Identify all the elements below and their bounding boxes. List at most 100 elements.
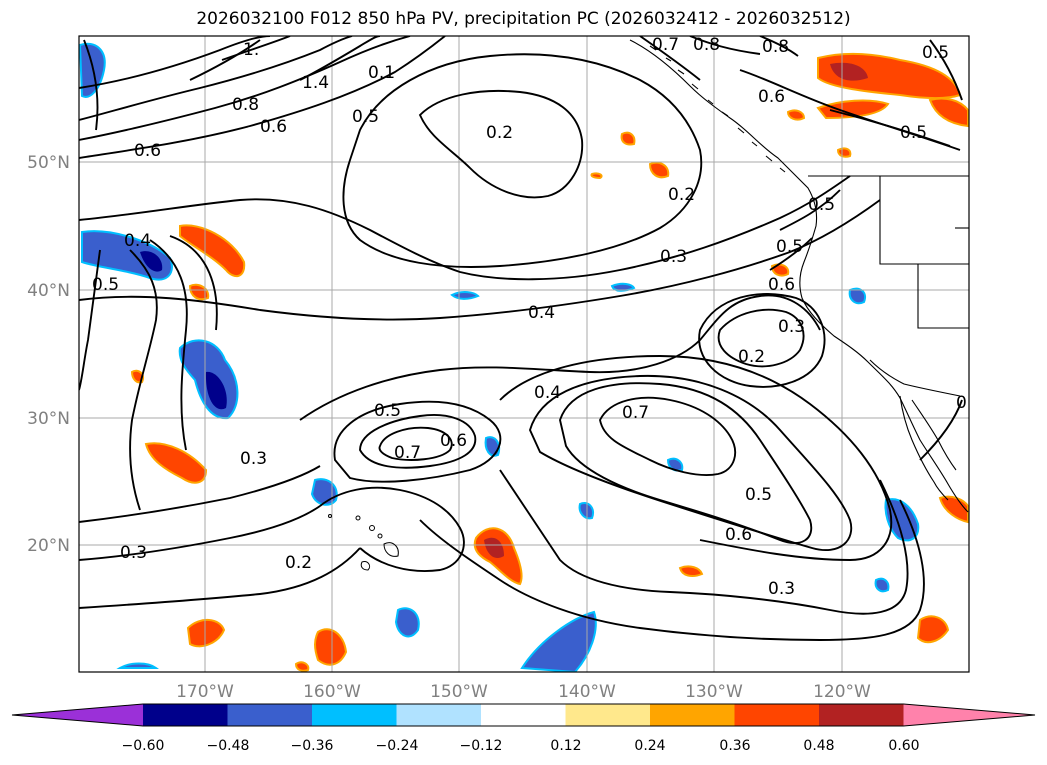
north-america-coast	[629, 39, 969, 513]
contour-0.5-inner	[333, 400, 502, 483]
contour-label: 0.7	[622, 403, 649, 423]
precip-pos-area	[916, 615, 950, 644]
contour-0.6-inner	[359, 414, 477, 469]
precip-neg-area	[394, 607, 420, 638]
lat-labels: 50°N 40°N 30°N 20°N	[27, 153, 70, 556]
contour-0.3-large	[342, 53, 703, 268]
contour-label: 0.4	[124, 231, 151, 251]
colorbar-ticks: −0.60 −0.48 −0.36 −0.24 −0.12 0.12 0.24 …	[122, 738, 920, 754]
colorbar-segment	[819, 704, 904, 726]
map-panel	[79, 36, 969, 672]
precip-neg-core	[205, 371, 227, 410]
lon-label: 130°W	[685, 682, 743, 702]
precip-pos-area	[786, 109, 806, 121]
precip-pos-area	[186, 619, 226, 648]
contour-0.4-west	[129, 249, 158, 511]
contour-0.3-loop-east	[698, 293, 826, 388]
contour-label: 0.2	[738, 347, 765, 367]
contour-label: 1.4	[302, 73, 329, 93]
contour-label: 0.8	[232, 95, 259, 115]
precip-neg-area	[666, 457, 684, 472]
map-frame	[78, 35, 970, 673]
precip-pos-area	[314, 628, 348, 666]
precip-neg-core	[140, 251, 163, 272]
contour-label: 0.5	[808, 195, 835, 215]
precip-pos-area	[836, 147, 852, 158]
precip-pos-area	[928, 97, 969, 128]
contour-label: 0.5	[745, 485, 772, 505]
contour-label: 0.2	[285, 553, 312, 573]
contour-label: 0.7	[652, 35, 679, 55]
contour-label: 0.6	[260, 117, 287, 137]
contour-label: 0.2	[668, 185, 695, 205]
precip-pos-area	[590, 172, 603, 180]
island-chain	[649, 45, 786, 173]
map-title: 2026032100 F012 850 hPa PV, precipitatio…	[196, 9, 851, 29]
contour-label: 0.5	[374, 401, 401, 421]
contour-label: 0.4	[534, 383, 561, 403]
colorbar-tick-label: −0.60	[122, 738, 165, 754]
colorbar-tick-label: −0.48	[207, 738, 250, 754]
contour-0.8-northeast	[689, 36, 761, 55]
state-border	[869, 359, 961, 397]
contour-label: 0.3	[778, 317, 805, 337]
precip-pos-area	[648, 161, 670, 179]
state-border	[917, 264, 969, 329]
graticule	[79, 36, 969, 672]
precip-pos-area	[816, 99, 890, 120]
colorbar-tick-label: −0.24	[376, 738, 419, 754]
contour-0.6-north-b	[79, 36, 353, 121]
contour-0.5-coast	[779, 189, 841, 231]
contour-0.3-south-left	[79, 505, 321, 561]
contour-0.7-northeast	[639, 36, 701, 81]
contour-0.4-mid	[299, 294, 821, 421]
precip-pos-area	[144, 442, 208, 484]
lat-label: 30°N	[27, 409, 70, 429]
hawaii-islands	[328, 514, 399, 571]
precip-pos-area	[620, 131, 636, 146]
contour-0.6-north	[79, 36, 411, 141]
precip-pos-area	[678, 565, 704, 577]
precip-neg-area	[450, 291, 480, 300]
contour-0.7-east	[599, 396, 737, 476]
colorbar	[11, 703, 1036, 727]
contour-0.3-west	[149, 239, 188, 451]
contour-0.2-south-left	[79, 547, 361, 609]
contour-0.2-loop-east	[717, 308, 805, 368]
contour-1.0-north	[221, 36, 291, 61]
lon-labels: 170°W 160°W 150°W 140°W 130°W 120°W	[176, 682, 871, 702]
contour-label: 0.6	[758, 87, 785, 107]
contour-label: 0.3	[660, 247, 687, 267]
precip-pos-core	[830, 62, 868, 81]
precip-neg-area	[874, 577, 890, 593]
contour-0.4-band	[79, 199, 881, 321]
colorbar-extend-max	[903, 704, 1035, 726]
contour-0.5-west	[83, 39, 99, 131]
lon-label: 170°W	[176, 682, 234, 702]
colorbar-tick-label: 0.60	[888, 738, 919, 754]
lon-label: 120°W	[813, 682, 871, 702]
contour-0.3-band	[79, 175, 851, 281]
contour-label: 0.4	[528, 303, 555, 323]
contour-0.2-west	[169, 235, 218, 331]
contour-label: 0.5	[900, 123, 927, 143]
colorbar-segment	[734, 704, 820, 726]
contour-0.5-northeast	[829, 109, 951, 147]
contour-label: 0.1	[368, 63, 395, 83]
contour-label: 0.5	[776, 237, 803, 257]
contour-label: 0.2	[486, 123, 513, 143]
contour-0.4-east	[499, 355, 893, 561]
contour-label: 0.6	[134, 141, 161, 161]
precip-pos-area	[179, 224, 246, 278]
contour-0.6-coast	[769, 237, 813, 271]
contour-0.5-east	[528, 375, 853, 551]
contour-label: 0.7	[394, 443, 421, 463]
contour-0.2-loop	[418, 89, 584, 199]
contour-label: 0.3	[240, 449, 267, 469]
state-border	[879, 176, 969, 265]
contour-label: 0.8	[693, 35, 720, 55]
colorbar-segment	[143, 704, 228, 726]
colorbar-segment	[481, 704, 566, 726]
contour-0.2-east	[419, 499, 925, 641]
